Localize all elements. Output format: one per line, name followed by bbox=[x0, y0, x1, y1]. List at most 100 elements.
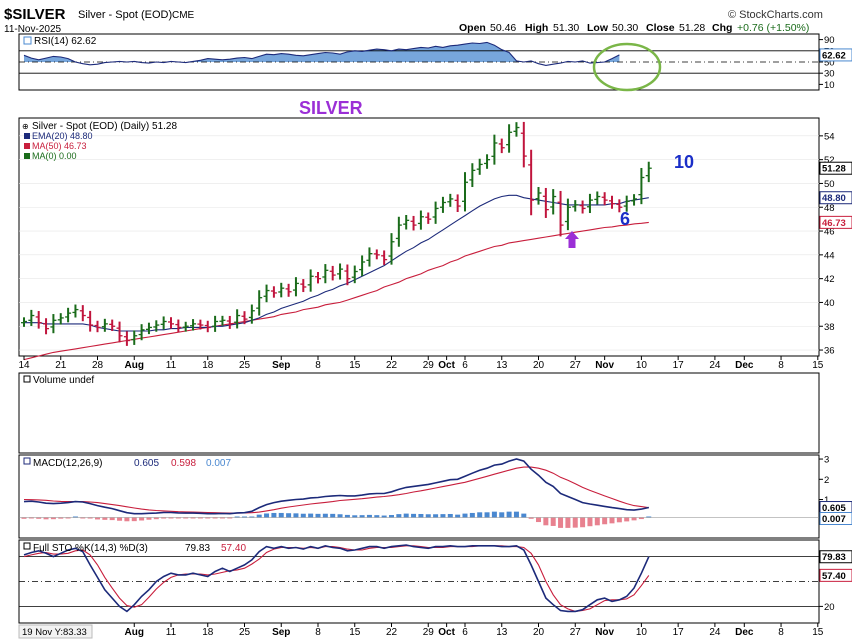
bottom-x-axis-tick-label: Dec bbox=[735, 627, 754, 638]
price-bar bbox=[542, 187, 549, 218]
price-x-axis-tick-label: 29 bbox=[423, 360, 435, 371]
price-bar bbox=[123, 331, 130, 346]
macd-histogram-bar bbox=[227, 517, 233, 519]
bottom-x-axis-tick-label: Aug bbox=[125, 627, 144, 638]
macd-axis-tick-label: 2 bbox=[824, 475, 829, 486]
rsi-legend-text: RSI(14) 62.62 bbox=[34, 36, 97, 47]
price-legend-series: Silver - Spot (EOD) (Daily) 51.28 bbox=[32, 121, 177, 132]
macd-histogram-bar bbox=[396, 514, 402, 518]
ema-last-value-box bbox=[819, 191, 852, 205]
chg-value: +0.76 (+1.50%) bbox=[737, 22, 809, 34]
macd-histogram-bar bbox=[631, 517, 637, 521]
macd-histogram-bar bbox=[271, 512, 277, 518]
price-x-axis-tick-label: Dec bbox=[735, 360, 754, 371]
ema20-line bbox=[24, 194, 649, 332]
bottom-x-axis-tick-label: 8 bbox=[778, 627, 784, 638]
macd-histogram-bar bbox=[161, 517, 167, 519]
price-axis-tick-label: 40 bbox=[824, 298, 835, 309]
macd-histogram-bar bbox=[87, 517, 93, 519]
price-bar bbox=[638, 167, 645, 205]
bottom-x-axis-tick-label: 18 bbox=[202, 627, 214, 638]
bottom-x-axis-tick-label: 11 bbox=[166, 627, 177, 638]
macd-histogram-bar bbox=[190, 517, 196, 519]
price-axis-tick-label: 48 bbox=[824, 203, 835, 214]
price-axis-tick-label: 52 bbox=[824, 155, 835, 166]
price-last-value-box bbox=[819, 161, 852, 175]
price-bar bbox=[601, 192, 608, 206]
price-bar bbox=[359, 255, 366, 277]
macd-histogram-bar bbox=[80, 517, 86, 519]
macd-histogram-bar bbox=[234, 516, 240, 518]
symbol-description: Silver - Spot (EOD) bbox=[78, 9, 172, 21]
macd-histogram-bar bbox=[102, 517, 108, 520]
rsi-legend: RSI(14) 62.62 bbox=[23, 36, 97, 47]
macd-histogram-bar bbox=[580, 517, 586, 528]
open-label: Open bbox=[459, 22, 486, 34]
annotation-10: 10 bbox=[674, 152, 694, 172]
macd-histogram-bar bbox=[219, 517, 225, 519]
macd-signal-line bbox=[23, 466, 649, 514]
macd-legend-swatch bbox=[23, 457, 31, 465]
price-bar bbox=[513, 122, 520, 137]
price-bar bbox=[248, 304, 255, 324]
macd-histogram-bar bbox=[330, 513, 336, 518]
price-axis-tick-label: 42 bbox=[824, 274, 835, 285]
bottom-x-axis-tick-label: Oct bbox=[438, 627, 455, 638]
sto-k-last-value: 79.83 bbox=[822, 552, 846, 563]
price-bar bbox=[351, 265, 358, 284]
macd-histogram-bar bbox=[131, 517, 137, 522]
bottom-x-axis-tick-label: 25 bbox=[239, 627, 251, 638]
rsi-axis-tick-label: 50 bbox=[824, 58, 835, 69]
macd-histogram-bar bbox=[646, 516, 652, 518]
price-bar bbox=[278, 282, 285, 298]
macd-histogram-bar bbox=[594, 517, 600, 526]
price-bar bbox=[631, 194, 638, 206]
price-bar bbox=[329, 265, 336, 281]
macd-histogram-bar bbox=[242, 516, 247, 518]
price-x-axis-tick-label: 8 bbox=[778, 360, 784, 371]
ma50-legend-swatch bbox=[24, 143, 30, 149]
ema-legend-text: EMA(20) 48.80 bbox=[32, 131, 93, 141]
macd-histogram-bar bbox=[286, 513, 292, 518]
price-bar bbox=[550, 189, 557, 215]
macd-histogram-bar bbox=[558, 517, 564, 528]
price-bar bbox=[153, 320, 160, 332]
bottom-x-axis-tick-label: 29 bbox=[423, 627, 435, 638]
price-axis-tick-label: 54 bbox=[824, 131, 835, 142]
price-bar bbox=[417, 210, 424, 230]
sto-legend-k: 79.83 bbox=[185, 543, 210, 554]
macd-histogram-bar bbox=[21, 517, 27, 519]
macd-histogram-bar bbox=[403, 513, 409, 518]
price-bar bbox=[616, 199, 623, 213]
bottom-x-axis-tick-label: 27 bbox=[570, 627, 582, 638]
price-layer: 54 52 50 48 46 44 42 40 38 36 51.28 48.80 46.73 bbox=[19, 121, 852, 361]
macd-legend-hist: 0.007 bbox=[206, 458, 231, 469]
price-bar bbox=[506, 124, 513, 153]
price-bar bbox=[484, 154, 491, 169]
macd-histogram-bar bbox=[359, 515, 365, 518]
macd-histogram-bar bbox=[95, 517, 100, 520]
up-arrow-icon bbox=[565, 231, 579, 248]
price-bar bbox=[645, 161, 652, 183]
price-x-axis-tick-label: 21 bbox=[55, 360, 67, 371]
price-panel bbox=[18, 117, 820, 357]
quote-bar: Open 50.46 High 51.30 Low 50.30 Close 51… bbox=[459, 22, 809, 34]
macd-histogram-bar bbox=[264, 513, 270, 518]
ma50-legend-text: MA(50) 46.73 bbox=[32, 141, 87, 151]
macd-panel bbox=[18, 454, 820, 539]
symbol-title: $SILVER bbox=[4, 6, 66, 23]
bottom-x-axis-tick-label: 22 bbox=[386, 627, 398, 638]
price-bar bbox=[344, 264, 351, 286]
macd-histogram-bar bbox=[572, 517, 578, 528]
price-bar bbox=[270, 286, 277, 298]
macd-histogram-bar bbox=[381, 515, 387, 518]
macd-legend-signal: 0.598 bbox=[171, 458, 196, 469]
silver-annotation: SILVER bbox=[299, 98, 363, 118]
price-bar bbox=[175, 319, 182, 333]
macd-histogram-bar bbox=[499, 512, 505, 518]
open-value: 50.46 bbox=[490, 22, 516, 34]
price-bar bbox=[226, 315, 233, 329]
macd-histogram-bar bbox=[418, 513, 424, 518]
price-bar bbox=[190, 319, 197, 331]
rsi-axis-tick-label: 10 bbox=[824, 80, 835, 91]
